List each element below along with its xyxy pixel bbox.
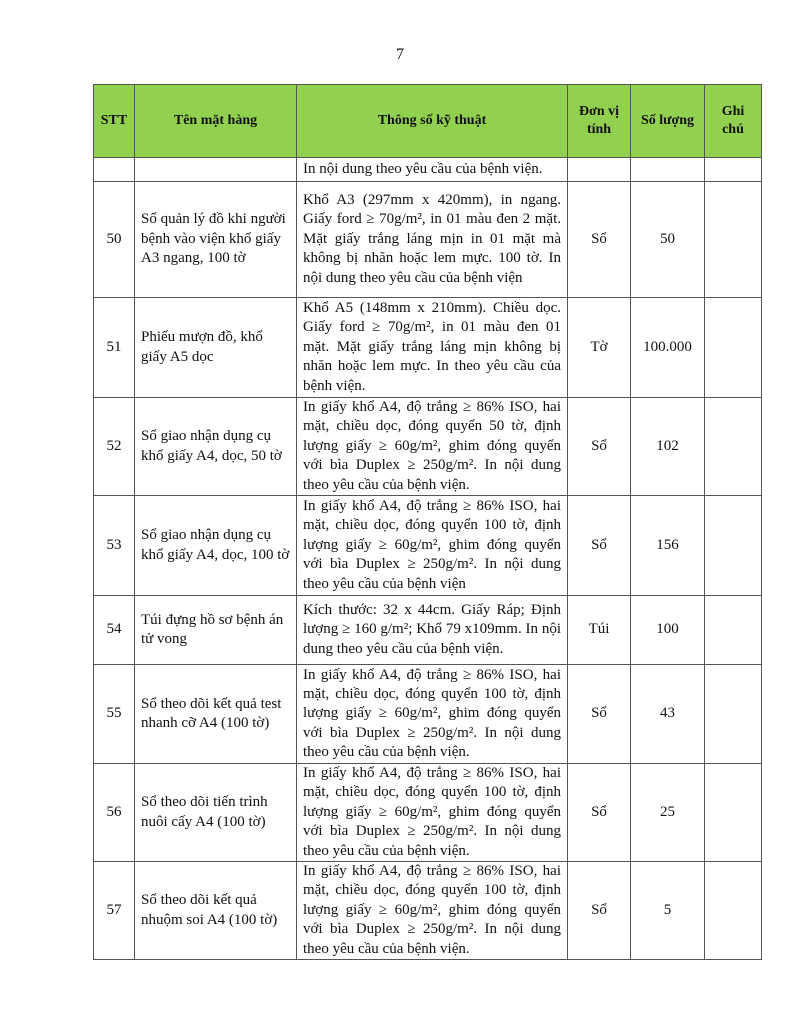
cell-unit: Sổ — [567, 396, 631, 497]
cell-name: Sổ theo dõi kết quả test nhanh cỡ A4 (10… — [134, 664, 297, 765]
cell-note — [704, 595, 762, 666]
table-row: 50 Sổ quản lý đồ khi người bệnh vào viện … — [93, 181, 762, 298]
cell-note — [704, 157, 762, 182]
cell-stt: 50 — [93, 181, 135, 298]
cell-note — [704, 763, 762, 863]
cell-name: Sổ theo dõi kết quả nhuộm soi A4 (100 tờ… — [134, 861, 297, 961]
cell-note — [704, 664, 762, 765]
table-row: 53 Sổ giao nhận dụng cụ khổ giấy A4, dọc,… — [93, 495, 762, 597]
cell-qty: 5 — [630, 861, 705, 961]
cell-unit: Sổ — [567, 763, 631, 863]
table-row: 52 Sổ giao nhận dụng cụ khổ giấy A4, dọc,… — [93, 396, 762, 497]
cell-qty: 156 — [630, 495, 705, 597]
cell-name — [134, 157, 297, 182]
cell-spec: In giấy khổ A4, độ trắng ≥ 86% ISO, hai … — [296, 495, 568, 597]
cell-qty: 102 — [630, 396, 705, 497]
table-row: 56 Sổ theo dõi tiến trình nuôi cấy A4 (10… — [93, 763, 762, 863]
cell-note — [704, 181, 762, 298]
cell-qty: 25 — [630, 763, 705, 863]
cell-note — [704, 396, 762, 497]
cell-name: Sổ theo dõi tiến trình nuôi cấy A4 (100 … — [134, 763, 297, 863]
cell-stt: 55 — [93, 664, 135, 765]
page-number: 7 — [396, 46, 404, 63]
cell-spec: In giấy khổ A4, độ trắng ≥ 86% ISO, hai … — [296, 861, 568, 961]
cell-name: Sổ giao nhận dụng cụ khổ giấy A4, dọc, 1… — [134, 495, 297, 597]
cell-qty: 100 — [630, 595, 705, 666]
cell-spec: In nội dung theo yêu cầu của bệnh viện. — [296, 157, 568, 182]
cell-name: Phiếu mượn đồ, khổ giấy A5 dọc — [134, 297, 297, 398]
cell-spec: Kích thước: 32 x 44cm. Giấy Ráp; Định lư… — [296, 595, 568, 666]
cell-spec: Khổ A3 (297mm x 420mm), in ngang. Giấy f… — [296, 181, 568, 298]
cell-qty — [630, 157, 705, 182]
cell-note — [704, 297, 762, 398]
cell-unit: Tờ — [567, 297, 631, 398]
header-stt: STT — [93, 84, 135, 158]
table-row: 51 Phiếu mượn đồ, khổ giấy A5 dọc Khổ A5 (… — [93, 297, 762, 398]
header-qty: Số lượng — [630, 84, 705, 158]
cell-qty: 43 — [630, 664, 705, 765]
cell-spec: In giấy khổ A4, độ trắng ≥ 86% ISO, hai … — [296, 763, 568, 863]
table-row: 55 Sổ theo dõi kết quả test nhanh cỡ A4 (… — [93, 664, 762, 765]
table-row: 54 Túi đựng hồ sơ bệnh án tử vong Kích thư… — [93, 595, 762, 666]
cell-name: Túi đựng hồ sơ bệnh án tử vong — [134, 595, 297, 666]
cell-unit: Sổ — [567, 495, 631, 597]
cell-spec: In giấy khổ A4, độ trắng ≥ 86% ISO, hai … — [296, 396, 568, 497]
cell-unit: Sổ — [567, 664, 631, 765]
header-spec: Thông số kỹ thuật — [296, 84, 568, 158]
cell-unit: Túi — [567, 595, 631, 666]
cell-stt: 52 — [93, 396, 135, 497]
table-row: In nội dung theo yêu cầu của bệnh viện. — [93, 157, 762, 182]
cell-name: Sổ quản lý đồ khi người bệnh vào viện kh… — [134, 181, 297, 298]
cell-stt: 51 — [93, 297, 135, 398]
cell-spec: Khổ A5 (148mm x 210mm). Chiều dọc. Giấy … — [296, 297, 568, 398]
cell-stt: 57 — [93, 861, 135, 961]
cell-unit: Sổ — [567, 861, 631, 961]
cell-qty: 100.000 — [630, 297, 705, 398]
cell-note — [704, 495, 762, 597]
table-header: STT Tên mặt hàng Thông số kỹ thuật Đơn v… — [93, 84, 762, 158]
cell-unit — [567, 157, 631, 182]
items-table: STT Tên mặt hàng Thông số kỹ thuật Đơn v… — [93, 84, 762, 961]
cell-stt: 56 — [93, 763, 135, 863]
table-row: 57 Sổ theo dõi kết quả nhuộm soi A4 (100 … — [93, 861, 762, 961]
cell-name: Sổ giao nhận dụng cụ khổ giấy A4, dọc, 5… — [134, 396, 297, 497]
cell-qty: 50 — [630, 181, 705, 298]
cell-note — [704, 861, 762, 961]
cell-spec: In giấy khổ A4, độ trắng ≥ 86% ISO, hai … — [296, 664, 568, 765]
cell-stt: 54 — [93, 595, 135, 666]
header-note: Ghi chú — [704, 84, 762, 158]
header-unit: Đơn vị tính — [567, 84, 631, 158]
cell-stt — [93, 157, 135, 182]
cell-stt: 53 — [93, 495, 135, 597]
cell-unit: Sổ — [567, 181, 631, 298]
header-name: Tên mặt hàng — [134, 84, 297, 158]
